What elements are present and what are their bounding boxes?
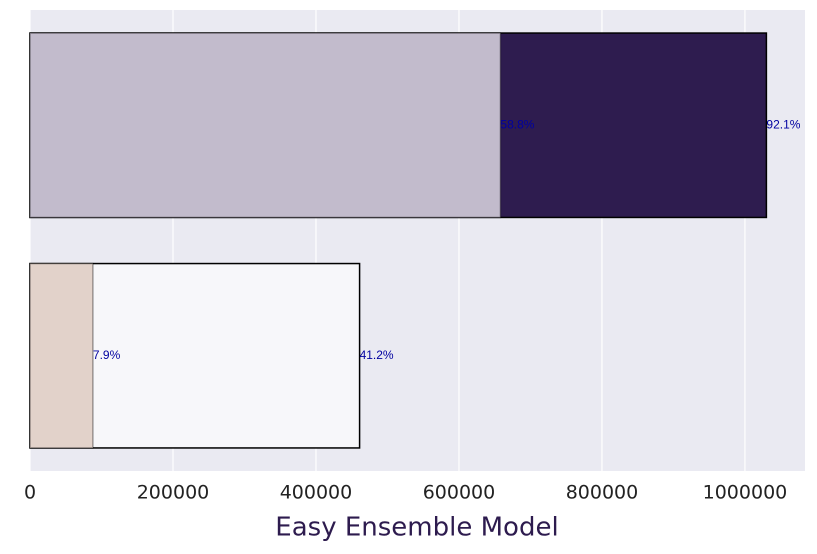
bar [29, 32, 502, 219]
bar-annotation: 41.2% [360, 348, 394, 362]
x-tick-label: 400000 [280, 482, 353, 504]
bar [29, 262, 94, 449]
x-tick-label: 600000 [423, 482, 496, 504]
x-tick-label: 1000000 [703, 482, 788, 504]
bar-annotation: 7.9% [93, 348, 121, 362]
x-tick-label: 200000 [137, 482, 210, 504]
x-tick-label: 800000 [566, 482, 639, 504]
bar-annotation: 92.1% [766, 117, 800, 131]
x-tick-label: 0 [24, 482, 36, 504]
bar-annotation: 58.8% [500, 117, 534, 131]
x-axis-label: Easy Ensemble Model [275, 513, 558, 543]
